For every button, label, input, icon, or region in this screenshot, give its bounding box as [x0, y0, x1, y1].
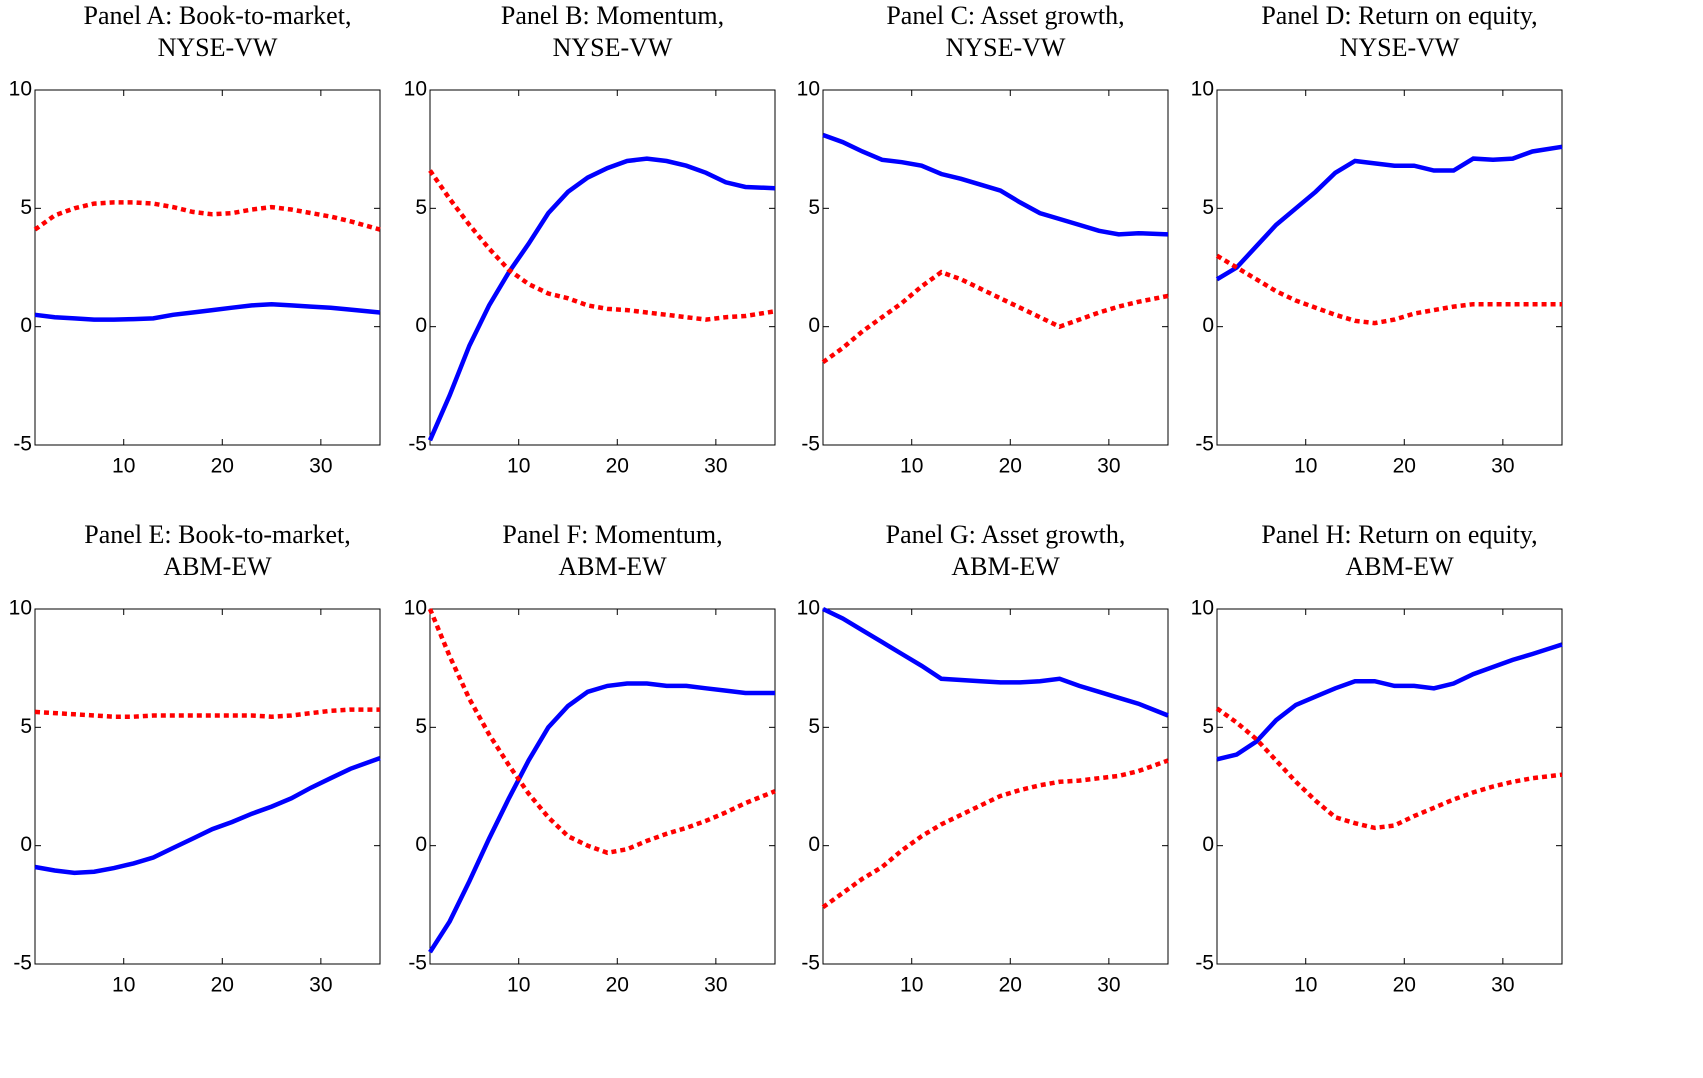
x-tick-label: 30 [309, 455, 332, 478]
y-tick-label: 10 [1191, 597, 1214, 620]
y-tick-label: -5 [408, 433, 427, 456]
x-tick-label: 30 [704, 455, 727, 478]
panel-title: Panel H: Return on equity, [1261, 520, 1537, 549]
x-tick-label: 20 [999, 455, 1022, 478]
plot-frame [429, 608, 776, 965]
series-line [34, 707, 380, 719]
x-tick-label: 30 [1097, 455, 1120, 478]
x-tick-label: 20 [1393, 974, 1416, 997]
series-line [427, 608, 776, 856]
panel-title: Panel D: Return on equity, [1261, 1, 1537, 30]
panel-subtitle: NYSE-VW [1340, 33, 1460, 62]
y-tick-label: 5 [1202, 196, 1214, 219]
plot-frame [1216, 89, 1563, 446]
plot-frame [34, 89, 381, 446]
series-line [34, 301, 381, 322]
plot-frame [1216, 608, 1563, 965]
y-tick-label: 10 [404, 78, 427, 101]
y-tick-label: 0 [1202, 833, 1214, 856]
panel-title: Panel B: Momentum, [501, 1, 724, 30]
plot-frame [822, 608, 1169, 965]
series-line [822, 606, 1169, 718]
panel-title: Panel E: Book-to-market, [84, 520, 350, 549]
series-line [821, 269, 1169, 365]
x-tick-label: 10 [900, 455, 923, 478]
y-tick-label: 10 [404, 597, 427, 620]
y-tick-label: 5 [20, 196, 32, 219]
y-tick-label: 0 [415, 833, 427, 856]
x-tick-label: 20 [1393, 455, 1416, 478]
y-tick-label: -5 [13, 952, 32, 975]
y-tick-label: 5 [808, 715, 820, 738]
y-tick-label: -5 [1195, 433, 1214, 456]
x-tick-label: 30 [704, 974, 727, 997]
series-line [1215, 253, 1562, 326]
x-tick-label: 10 [507, 455, 530, 478]
x-tick-label: 30 [1491, 974, 1514, 997]
y-tick-label: 10 [797, 78, 820, 101]
y-tick-label: 0 [808, 314, 820, 337]
panel-subtitle: ABM-EW [558, 552, 667, 581]
y-tick-label: 0 [808, 833, 820, 856]
y-tick-label: 0 [1202, 314, 1214, 337]
series-line [33, 200, 381, 232]
series-line [1215, 144, 1563, 282]
series-line [428, 681, 775, 954]
y-tick-label: -5 [408, 952, 427, 975]
x-tick-label: 10 [112, 455, 135, 478]
series-line [34, 755, 381, 876]
series-line [822, 132, 1169, 237]
x-tick-label: 20 [211, 974, 234, 997]
y-tick-label: -5 [13, 433, 32, 456]
x-tick-label: 20 [606, 974, 629, 997]
y-tick-label: 0 [415, 314, 427, 337]
y-tick-label: 10 [9, 78, 32, 101]
x-tick-label: 30 [309, 974, 332, 997]
x-tick-label: 20 [211, 455, 234, 478]
plot-frame [34, 608, 381, 965]
series-line [1216, 642, 1563, 762]
x-tick-label: 10 [1294, 974, 1317, 997]
panel-subtitle: ABM-EW [1345, 552, 1454, 581]
plot-frame [429, 89, 776, 446]
y-tick-label: 5 [808, 196, 820, 219]
panel-title: Panel A: Book-to-market, [84, 1, 352, 30]
x-tick-label: 10 [507, 974, 530, 997]
y-tick-label: 0 [20, 833, 32, 856]
x-tick-label: 30 [1097, 974, 1120, 997]
x-tick-label: 20 [999, 974, 1022, 997]
panel-subtitle: ABM-EW [951, 552, 1060, 581]
panel-subtitle: NYSE-VW [553, 33, 673, 62]
y-tick-label: 0 [20, 314, 32, 337]
y-tick-label: -5 [801, 433, 820, 456]
y-tick-label: 10 [1191, 78, 1214, 101]
panel-title: Panel C: Asset growth, [886, 1, 1124, 30]
panel-subtitle: NYSE-VW [946, 33, 1066, 62]
panel-subtitle: ABM-EW [163, 552, 272, 581]
x-tick-label: 10 [1294, 455, 1317, 478]
series-line [427, 156, 776, 442]
series-line [428, 169, 776, 322]
x-tick-label: 20 [606, 455, 629, 478]
y-tick-label: 10 [797, 597, 820, 620]
y-tick-label: 5 [415, 715, 427, 738]
x-tick-label: 30 [1491, 455, 1514, 478]
y-tick-label: 5 [1202, 715, 1214, 738]
series-line [821, 758, 1169, 910]
plot-frame [822, 89, 1169, 446]
series-line [1215, 706, 1563, 831]
y-tick-label: 5 [415, 196, 427, 219]
panel-title: Panel G: Asset growth, [886, 520, 1126, 549]
panel-title: Panel F: Momentum, [502, 520, 722, 549]
x-tick-label: 10 [900, 974, 923, 997]
y-tick-label: 10 [9, 597, 32, 620]
y-tick-label: -5 [1195, 952, 1214, 975]
x-tick-label: 10 [112, 974, 135, 997]
panel-subtitle: NYSE-VW [158, 33, 278, 62]
y-tick-label: 5 [20, 715, 32, 738]
y-tick-label: -5 [801, 952, 820, 975]
